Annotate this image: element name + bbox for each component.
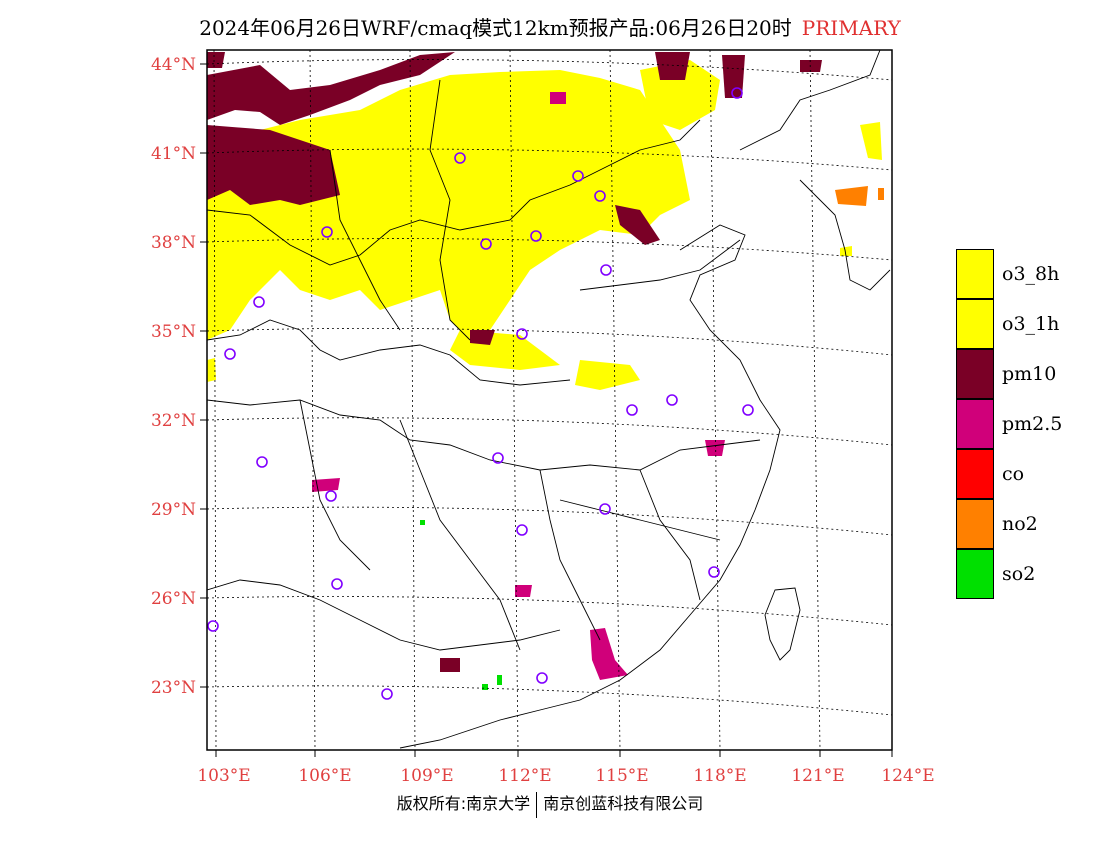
pm10-region [207, 52, 822, 672]
copyright-footer: 版权所有:南京大学 南京创蓝科技有限公司 [0, 790, 1100, 818]
latitude-labels: 44°N 41°N 38°N 35°N 32°N 29°N 26°N 23°N [151, 55, 196, 698]
no2-region [835, 186, 884, 206]
station-marker [572, 170, 584, 182]
legend-swatch [956, 399, 994, 449]
station-marker [207, 620, 219, 632]
station-marker [325, 490, 337, 502]
station-marker [321, 226, 333, 238]
graticule [207, 50, 892, 750]
boundaries [207, 50, 891, 749]
lon-label: 106°E [298, 766, 351, 786]
lon-label: 103°E [197, 766, 250, 786]
lat-label: 29°N [151, 500, 196, 520]
station-marker [253, 296, 265, 308]
map-content [207, 50, 892, 750]
legend-label: pm2.5 [1002, 413, 1063, 435]
legend-label: o3_8h [1002, 263, 1060, 285]
lon-label: 109°E [400, 766, 453, 786]
legend-swatch [956, 549, 994, 599]
station-markers [207, 87, 754, 700]
lat-label: 41°N [151, 144, 196, 164]
legend-swatch [956, 349, 994, 399]
station-marker [530, 230, 542, 242]
station-marker [594, 190, 606, 202]
lon-label: 121°E [791, 766, 844, 786]
legend-swatch [956, 449, 994, 499]
station-marker [492, 452, 504, 464]
lat-label: 32°N [151, 411, 196, 431]
legend-swatch [956, 249, 994, 299]
lat-label: 23°N [151, 678, 196, 698]
station-marker [731, 87, 743, 99]
station-marker [516, 328, 528, 340]
lat-label: 35°N [151, 322, 196, 342]
footer-left: 版权所有:南京大学 [396, 794, 531, 813]
station-marker [516, 524, 528, 536]
station-marker [256, 456, 268, 468]
lon-label: 124°E [881, 766, 934, 786]
lat-label: 26°N [151, 589, 196, 609]
station-marker [600, 264, 612, 276]
tick-marks [200, 63, 893, 757]
station-marker [708, 566, 720, 578]
station-marker [381, 688, 393, 700]
legend-swatch [956, 499, 994, 549]
lon-label: 115°E [595, 766, 648, 786]
title-tag: PRIMARY [801, 16, 901, 40]
longitude-labels: 103°E 106°E 109°E 112°E 115°E 118°E 121°… [197, 766, 934, 786]
map-title: 2024年06月26日WRF/cmaq模式12km预报产品:06月26日20时 P… [0, 12, 1100, 41]
station-marker [599, 503, 611, 515]
lat-label: 44°N [151, 55, 196, 75]
lon-label: 118°E [693, 766, 746, 786]
pm25-region [312, 92, 725, 680]
footer-separator [536, 791, 538, 818]
legend-label: pm10 [1002, 363, 1057, 385]
legend-label: co [1002, 463, 1025, 485]
legend-swatch [956, 299, 994, 349]
station-marker [666, 394, 678, 406]
o3-region [207, 60, 882, 390]
legend-label: no2 [1002, 513, 1038, 535]
station-marker [480, 238, 492, 250]
footer-right: 南京创蓝科技有限公司 [543, 794, 704, 813]
station-marker [331, 578, 343, 590]
so2-region [420, 520, 502, 690]
station-marker [454, 152, 466, 164]
map-frame [206, 49, 893, 751]
station-marker [626, 404, 638, 416]
station-marker [224, 348, 236, 360]
lat-label: 38°N [151, 233, 196, 253]
legend-label: so2 [1002, 563, 1036, 585]
title-text: 2024年06月26日WRF/cmaq模式12km预报产品:06月26日20时 [199, 16, 792, 40]
lon-label: 112°E [498, 766, 551, 786]
station-marker [742, 404, 754, 416]
legend-label: o3_1h [1002, 313, 1060, 335]
station-marker [536, 672, 548, 684]
